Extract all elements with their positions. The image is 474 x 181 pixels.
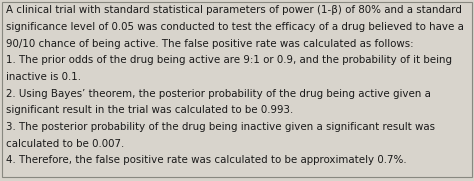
Text: A clinical trial with standard statistical parameters of power (1-β) of 80% and : A clinical trial with standard statistic… — [6, 5, 462, 15]
Text: significant result in the trial was calculated to be 0.993.: significant result in the trial was calc… — [6, 105, 293, 115]
Text: 1. The prior odds of the drug being active are 9:1 or 0.9, and the probability o: 1. The prior odds of the drug being acti… — [6, 55, 452, 65]
Text: 4. Therefore, the false positive rate was calculated to be approximately 0.7%.: 4. Therefore, the false positive rate wa… — [6, 155, 406, 165]
Text: 90/10 chance of being active. The false positive rate was calculated as follows:: 90/10 chance of being active. The false … — [6, 39, 413, 49]
Text: inactive is 0.1.: inactive is 0.1. — [6, 72, 81, 82]
Text: calculated to be 0.007.: calculated to be 0.007. — [6, 139, 124, 149]
Text: 3. The posterior probability of the drug being inactive given a significant resu: 3. The posterior probability of the drug… — [6, 122, 435, 132]
Text: 2. Using Bayes’ theorem, the posterior probability of the drug being active give: 2. Using Bayes’ theorem, the posterior p… — [6, 89, 430, 99]
Text: significance level of 0.05 was conducted to test the efficacy of a drug believed: significance level of 0.05 was conducted… — [6, 22, 464, 32]
